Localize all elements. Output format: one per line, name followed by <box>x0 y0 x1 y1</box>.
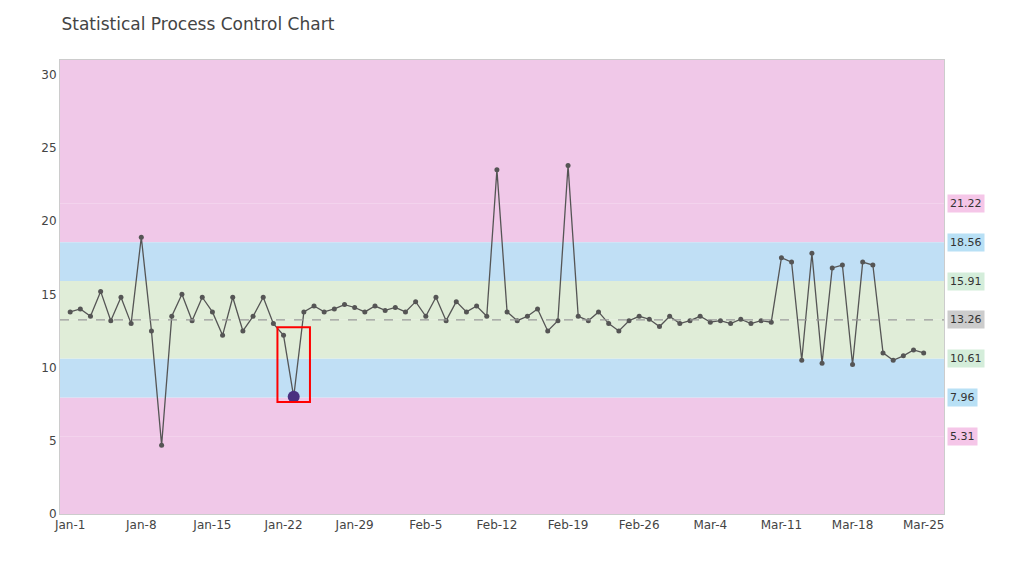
svg-text:Jan-29: Jan-29 <box>335 518 374 532</box>
svg-text:15.91: 15.91 <box>950 275 982 288</box>
svg-text:10: 10 <box>41 361 56 375</box>
svg-text:Feb-5: Feb-5 <box>409 518 442 532</box>
svg-text:Mar-18: Mar-18 <box>832 518 873 532</box>
svg-text:7.96: 7.96 <box>950 391 975 404</box>
svg-text:Jan-1: Jan-1 <box>54 518 85 532</box>
svg-text:Feb-19: Feb-19 <box>548 518 589 532</box>
svg-text:5.31: 5.31 <box>950 430 975 443</box>
svg-text:Mar-11: Mar-11 <box>761 518 802 532</box>
svg-text:18.56: 18.56 <box>950 236 982 249</box>
svg-text:Mar-4: Mar-4 <box>693 518 727 532</box>
svg-text:15: 15 <box>41 288 56 302</box>
svg-text:Jan-15: Jan-15 <box>192 518 231 532</box>
svg-text:10.61: 10.61 <box>950 352 982 365</box>
svg-text:21.22: 21.22 <box>950 197 982 210</box>
svg-text:Jan-8: Jan-8 <box>125 518 156 532</box>
svg-text:20: 20 <box>41 214 56 228</box>
svg-text:Statistical Process Control Ch: Statistical Process Control Chart <box>61 14 334 34</box>
svg-text:Feb-12: Feb-12 <box>476 518 517 532</box>
svg-text:25: 25 <box>41 141 56 155</box>
svg-text:30: 30 <box>41 68 56 82</box>
svg-text:13.26: 13.26 <box>950 313 982 326</box>
svg-text:Jan-22: Jan-22 <box>263 518 302 532</box>
svg-text:5: 5 <box>49 434 57 448</box>
svg-text:0: 0 <box>49 507 57 521</box>
svg-text:Mar-25: Mar-25 <box>903 518 944 532</box>
svg-text:Feb-26: Feb-26 <box>619 518 660 532</box>
